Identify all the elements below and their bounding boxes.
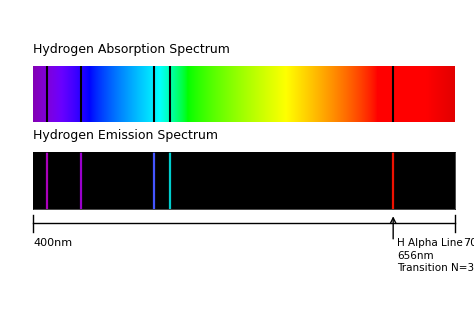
Text: Transition N=3 to N=2: Transition N=3 to N=2 bbox=[397, 263, 474, 273]
Text: Hydrogen Absorption Spectrum: Hydrogen Absorption Spectrum bbox=[33, 43, 230, 56]
Text: Hydrogen Emission Spectrum: Hydrogen Emission Spectrum bbox=[33, 129, 218, 142]
Text: 400nm: 400nm bbox=[33, 238, 73, 248]
Text: 656nm: 656nm bbox=[397, 251, 434, 261]
Text: 700nm: 700nm bbox=[464, 238, 474, 248]
Text: H Alpha Line: H Alpha Line bbox=[397, 238, 463, 248]
